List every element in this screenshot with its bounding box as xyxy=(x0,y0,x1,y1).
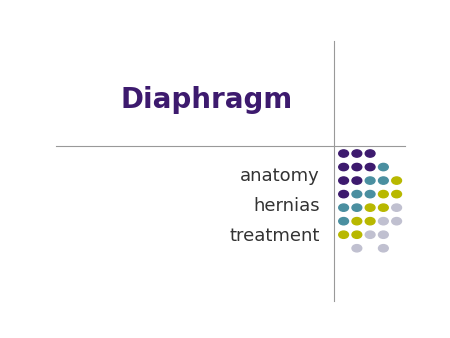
Circle shape xyxy=(339,177,348,184)
Circle shape xyxy=(392,204,401,211)
Circle shape xyxy=(339,150,348,157)
Circle shape xyxy=(339,218,348,225)
Circle shape xyxy=(378,191,388,198)
Circle shape xyxy=(352,163,362,171)
Circle shape xyxy=(339,163,348,171)
Circle shape xyxy=(365,163,375,171)
Circle shape xyxy=(352,204,362,211)
Circle shape xyxy=(378,163,388,171)
Circle shape xyxy=(352,245,362,252)
Circle shape xyxy=(378,231,388,238)
Circle shape xyxy=(378,204,388,211)
Circle shape xyxy=(378,245,388,252)
Circle shape xyxy=(392,191,401,198)
Circle shape xyxy=(339,191,348,198)
Circle shape xyxy=(365,204,375,211)
Circle shape xyxy=(352,191,362,198)
Circle shape xyxy=(378,218,388,225)
Circle shape xyxy=(365,150,375,157)
Circle shape xyxy=(352,218,362,225)
Text: treatment: treatment xyxy=(229,227,320,245)
Circle shape xyxy=(365,191,375,198)
Circle shape xyxy=(365,177,375,184)
Text: Diaphragm: Diaphragm xyxy=(120,87,292,115)
Circle shape xyxy=(352,231,362,238)
Circle shape xyxy=(365,231,375,238)
Circle shape xyxy=(352,177,362,184)
Circle shape xyxy=(339,231,348,238)
Circle shape xyxy=(352,150,362,157)
Circle shape xyxy=(392,218,401,225)
Text: anatomy: anatomy xyxy=(240,167,320,185)
Text: hernias: hernias xyxy=(253,197,320,215)
Circle shape xyxy=(339,204,348,211)
Circle shape xyxy=(365,218,375,225)
Circle shape xyxy=(392,177,401,184)
Circle shape xyxy=(378,177,388,184)
